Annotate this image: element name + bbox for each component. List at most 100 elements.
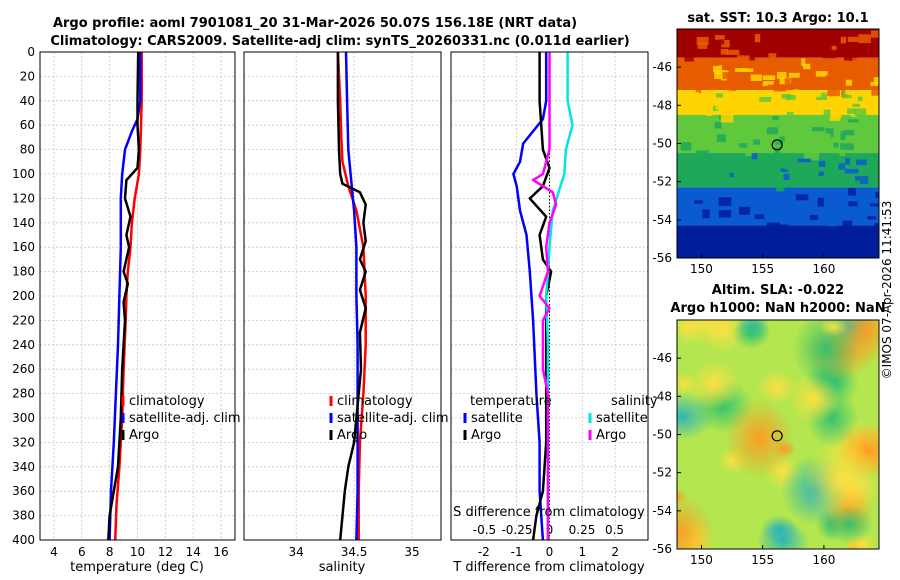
argo-position-marker (771, 430, 783, 442)
sst-pixel (821, 39, 834, 44)
sst-pixel (840, 131, 846, 140)
map-y-tick-label: -54 (652, 504, 672, 518)
map-y-tick-label: -52 (652, 175, 672, 189)
sst-pixel (720, 114, 734, 123)
sst-pixel (854, 176, 869, 185)
sst-pixel (839, 254, 854, 258)
sla-blob (755, 370, 798, 405)
sst-pixel (848, 180, 861, 186)
x-tick-label: 1 (579, 545, 587, 559)
sst-pixel (717, 159, 728, 164)
sst-pixel (787, 83, 793, 88)
sst-pixel (847, 119, 859, 123)
s-tick-label: -0.5 (473, 523, 496, 537)
sst-pixel (780, 211, 789, 217)
sst-pixel (698, 99, 708, 105)
sst-pixel (783, 247, 792, 256)
sst-pixel (706, 235, 718, 244)
sst-pixel (847, 108, 857, 114)
salinity-xlabel: salinity (319, 560, 366, 575)
s-tick-label: 0.25 (569, 523, 596, 537)
legend-label: Argo (337, 428, 367, 443)
sst-pixel (758, 165, 773, 172)
x-tick-label: 34 (289, 545, 304, 559)
sst-pixel (835, 248, 843, 258)
sst-pixel (718, 210, 732, 218)
map-field (677, 29, 879, 258)
sst-pixel (807, 229, 812, 236)
sst-pixel (759, 171, 772, 177)
sst-pixel (776, 71, 787, 79)
sst-pixel (851, 42, 856, 47)
sst-pixel (774, 235, 789, 244)
sst-pixel (817, 121, 832, 128)
sst-pixel (824, 102, 834, 111)
sst-pixel (810, 75, 816, 84)
sst-pixel (749, 229, 757, 234)
x-tick-label: 14 (186, 545, 201, 559)
s-tick-label: -0.25 (501, 523, 532, 537)
sst-pixel (713, 65, 723, 73)
sst-pixel (692, 249, 697, 255)
sst-pixel (718, 39, 725, 45)
difference-xlabel-top: S difference from climatology (453, 505, 645, 520)
sst-pixel (820, 198, 830, 204)
sst-pixel (829, 242, 837, 250)
sst-pixel (846, 195, 855, 202)
sst-pixel (690, 62, 701, 68)
sst-pixel (722, 82, 733, 88)
sla-map-title-line1: Altim. SLA: -0.022 (712, 283, 844, 298)
sst-pixel (852, 57, 865, 66)
sst-pixel (793, 89, 799, 95)
map-y-tick-label: -48 (652, 98, 672, 112)
sst-pixel (715, 101, 722, 110)
difference-panel: -2 -1 0 1 2 -0.5 -0.25 0 0.25 0.5 temperature satel… (450, 51, 658, 559)
map-x-tick-label: 150 (690, 553, 713, 567)
sst-pixel (751, 104, 756, 111)
sla-map-title-line2: Argo h1000: NaN h2000: NaN (670, 301, 885, 316)
sst-pixel (741, 68, 754, 72)
sst-pixel (695, 85, 702, 94)
x-tick-label: -1 (511, 545, 523, 559)
sst-pixel (747, 52, 755, 61)
x-tick-label: 16 (213, 545, 228, 559)
y-tick-label: 380 (12, 509, 35, 523)
sst-pixel (754, 34, 761, 43)
series-line (531, 52, 558, 540)
sst-pixel (702, 119, 716, 124)
x-tick-label: -2 (478, 545, 490, 559)
sst-pixel (848, 187, 856, 196)
sst-pixel (849, 68, 863, 74)
sst-pixel (755, 228, 769, 236)
legend-label: climatology (129, 394, 205, 409)
x-tick-label: 35 (404, 545, 419, 559)
sst-pixel (871, 88, 879, 96)
sst-pixel (856, 215, 863, 223)
sst-pixel (763, 81, 774, 85)
sst-pixel (772, 116, 779, 120)
sst-pixel (697, 41, 708, 49)
sst-pixel (772, 161, 784, 171)
sla-blob (677, 320, 737, 347)
series-line (107, 51, 141, 541)
sst-pixel (719, 246, 725, 253)
sst-pixel (697, 74, 706, 83)
legend-label: Argo (129, 428, 159, 443)
sst-pixel (811, 127, 825, 132)
sst-pixel (776, 184, 785, 192)
sst-pixel (754, 214, 765, 219)
sst-pixel (850, 208, 864, 212)
sst-pixel (715, 93, 724, 98)
sst-pixel (718, 166, 728, 176)
sla-blob (803, 439, 879, 518)
sst-pixel (710, 195, 717, 202)
sst-pixel (874, 223, 879, 232)
sst-pixel (801, 58, 806, 67)
legend-header-temperature: temperature (470, 394, 552, 409)
sst-pixel (852, 103, 860, 107)
sst-pixel (845, 158, 850, 165)
sst-pixel (805, 75, 816, 83)
sst-pixel (805, 195, 818, 202)
sst-pixel (806, 201, 813, 206)
sst-pixel (738, 206, 751, 215)
